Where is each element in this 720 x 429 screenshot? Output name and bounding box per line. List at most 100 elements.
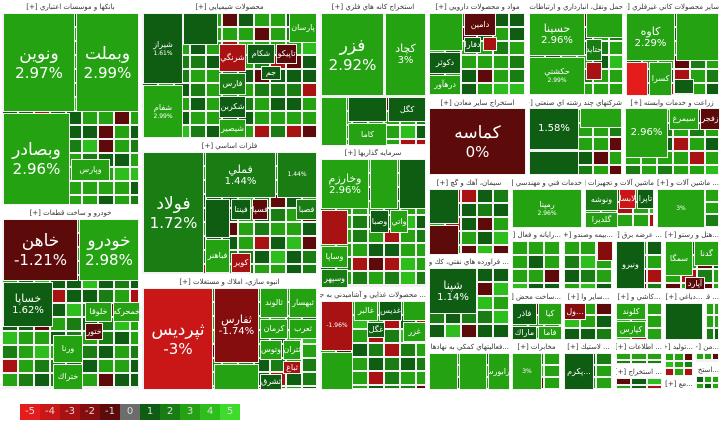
stock-tile[interactable]: وساپا (321, 246, 348, 268)
stock-tile[interactable] (302, 386, 317, 389)
stock-tile[interactable] (712, 353, 719, 360)
stock-tile[interactable]: فينتا (231, 199, 251, 220)
stock-tile[interactable] (705, 137, 719, 151)
stock-tile[interactable] (493, 55, 509, 69)
stock-tile[interactable] (616, 353, 632, 360)
stock-tile[interactable] (66, 289, 82, 303)
stock-tile[interactable] (302, 222, 317, 236)
stock-tile[interactable]: كوير (231, 253, 251, 273)
stock-tile[interactable] (461, 55, 477, 69)
stock-tile[interactable] (493, 69, 509, 83)
stock-tile[interactable]: ثبهسار (289, 288, 317, 318)
stock-tile[interactable]: كپارس (616, 321, 646, 338)
stock-tile[interactable] (66, 303, 82, 317)
stock-tile[interactable] (114, 153, 130, 167)
sector-header[interactable]: شركتهاي چند رشته اي صنعتي [+] (529, 98, 622, 108)
stock-tile[interactable] (597, 241, 613, 261)
stock-tile[interactable] (352, 371, 368, 385)
stock-tile[interactable] (384, 285, 400, 287)
stock-tile[interactable] (609, 55, 623, 69)
stock-tile[interactable] (705, 201, 719, 215)
stock-tile[interactable]: تاپرا (637, 189, 654, 209)
stock-tile[interactable]: كلوند (616, 303, 646, 320)
stock-tile[interactable] (596, 269, 612, 283)
stock-tile[interactable] (461, 189, 477, 203)
stock-tile[interactable] (596, 365, 612, 377)
stock-tile[interactable] (384, 357, 400, 371)
stock-tile[interactable]: وپارس (71, 159, 110, 181)
stock-tile[interactable] (302, 236, 317, 250)
stock-tile[interactable] (416, 343, 426, 357)
stock-tile[interactable] (400, 343, 416, 357)
stock-tile[interactable] (270, 236, 286, 250)
stock-tile[interactable] (400, 385, 416, 389)
stock-tile[interactable] (493, 268, 509, 282)
stock-tile[interactable] (254, 13, 270, 27)
stock-tile[interactable] (82, 125, 98, 139)
stock-tile[interactable] (509, 13, 525, 27)
stock-tile[interactable] (493, 282, 509, 296)
stock-tile[interactable] (352, 229, 368, 243)
stock-tile[interactable] (400, 357, 416, 371)
stock-tile[interactable] (399, 159, 426, 209)
stock-tile[interactable] (302, 125, 317, 138)
sector-header[interactable]: خدمات فني و مهندسي [+] (512, 178, 582, 188)
stock-tile[interactable]: ماراك (512, 326, 537, 340)
stock-tile[interactable] (114, 111, 130, 125)
stock-tile[interactable]: شيراز 1.61% (143, 13, 183, 84)
stock-tile[interactable] (66, 317, 82, 331)
stock-tile[interactable] (130, 153, 139, 167)
stock-tile[interactable]: حتايد (586, 39, 602, 61)
stock-tile[interactable] (461, 231, 477, 245)
stock-tile[interactable] (689, 137, 705, 151)
stock-tile[interactable] (706, 83, 719, 95)
stock-tile[interactable] (368, 371, 384, 385)
stock-tile[interactable] (493, 217, 509, 231)
stock-tile[interactable] (130, 289, 139, 303)
stock-tile[interactable]: وخارزم 2.96% (321, 159, 369, 209)
stock-tile[interactable] (593, 83, 609, 95)
stock-tile[interactable] (512, 255, 528, 269)
stock-tile[interactable] (477, 296, 493, 310)
sector-header[interactable]: ...هتل و رستو [+] (665, 230, 719, 240)
stock-tile[interactable]: فرابورس (488, 353, 510, 390)
stock-tile[interactable] (713, 283, 719, 289)
stock-tile[interactable] (270, 97, 286, 111)
stock-tile[interactable] (683, 353, 693, 361)
stock-tile[interactable] (302, 264, 317, 274)
stock-tile[interactable] (400, 257, 416, 271)
stock-tile[interactable]: وصبا (370, 210, 389, 233)
stock-tile[interactable] (477, 310, 493, 324)
stock-tile[interactable] (689, 165, 705, 175)
stock-tile[interactable] (609, 137, 622, 151)
stock-tile[interactable] (368, 271, 384, 285)
stock-tile[interactable] (673, 165, 689, 175)
stock-tile[interactable] (641, 165, 657, 175)
stock-tile[interactable] (596, 327, 612, 340)
stock-tile[interactable] (130, 195, 139, 205)
stock-tile[interactable] (609, 151, 622, 165)
stock-tile[interactable]: فصبا (296, 199, 317, 220)
stock-tile[interactable] (429, 353, 458, 390)
stock-tile[interactable] (705, 189, 719, 202)
stock-tile[interactable] (596, 353, 612, 365)
stock-tile[interactable]: 1.44% (277, 152, 317, 198)
stock-tile[interactable] (633, 214, 649, 227)
stock-tile[interactable]: سمگا (665, 241, 693, 276)
stock-tile[interactable] (403, 301, 426, 321)
stock-tile[interactable] (714, 303, 719, 316)
stock-tile[interactable] (580, 269, 596, 283)
stock-tile[interactable]: ...ول (564, 303, 586, 320)
stock-tile[interactable]: خودرو 2.98% (79, 219, 139, 281)
stock-tile[interactable] (704, 383, 712, 389)
stock-tile[interactable] (98, 181, 114, 195)
stock-tile[interactable] (714, 315, 719, 328)
stock-tile[interactable] (609, 83, 623, 95)
stock-tile[interactable]: دفارا (464, 37, 481, 53)
stock-tile[interactable] (617, 214, 633, 227)
stock-tile[interactable]: رمپنا 2.96% (512, 189, 582, 228)
stock-tile[interactable] (416, 125, 426, 139)
stock-tile[interactable] (586, 62, 602, 80)
stock-tile[interactable] (400, 371, 416, 385)
stock-tile[interactable] (646, 353, 662, 360)
